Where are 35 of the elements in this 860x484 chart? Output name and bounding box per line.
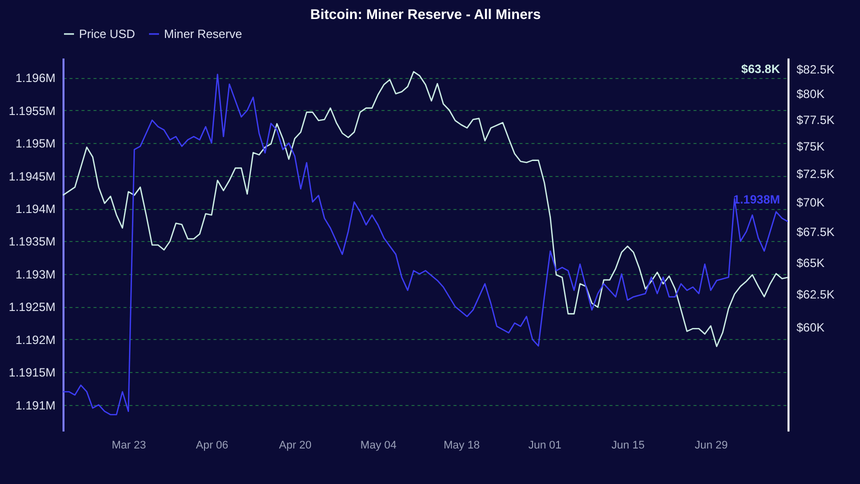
y2-tick-label: $77.5K	[796, 113, 835, 127]
y-tick-label: 1.194M	[15, 202, 56, 216]
y-tick-label: 1.1945M	[8, 169, 56, 184]
y2-tick-label: $60K	[796, 320, 825, 335]
line-series	[62, 74, 789, 416]
y-tick-label: 1.1925M	[8, 300, 56, 314]
chart-title: Bitcoin: Miner Reserve - All Miners	[310, 6, 541, 22]
x-tick-label: May 04	[360, 440, 396, 452]
y-tick-label: 1.193M	[15, 267, 56, 282]
legend-label: Price USD	[79, 27, 136, 41]
y2-tick-label: $80K	[796, 87, 825, 102]
annotation: $63.8K	[741, 62, 780, 76]
y-tick-label: 1.1915M	[8, 366, 56, 380]
y2-tick-label: $62.5K	[796, 288, 835, 302]
y-tick-label: 1.1955M	[8, 104, 56, 118]
y2-tick-label: $75K	[796, 140, 825, 154]
legend-label: Miner Reserve	[164, 27, 242, 41]
annotation: 1.1938M	[733, 192, 780, 207]
y-tick-label: 1.1935M	[8, 234, 56, 249]
x-tick-label: May 18	[444, 440, 480, 452]
x-tick-label: Apr 20	[279, 440, 312, 452]
y-tick-label: 1.195M	[15, 136, 56, 151]
x-tick-label: Jun 15	[612, 440, 645, 452]
x-tick-label: Jun 01	[528, 440, 562, 452]
y-tick-label: 1.196M	[15, 71, 56, 86]
y-tick-label: 1.192M	[15, 332, 56, 347]
y-tick-label: 1.191M	[15, 398, 56, 412]
y2-tick-label: $65K	[796, 256, 825, 270]
y2-tick-label: $67.5K	[796, 225, 835, 240]
y2-tick-label: $82.5K	[796, 62, 835, 76]
y2-tick-label: $72.5K	[796, 167, 835, 182]
x-tick-label: Jun 29	[694, 440, 728, 452]
y2-tick-label: $70K	[796, 196, 825, 210]
x-tick-label: Apr 06	[196, 440, 228, 452]
x-tick-label: Mar 23	[112, 440, 146, 452]
